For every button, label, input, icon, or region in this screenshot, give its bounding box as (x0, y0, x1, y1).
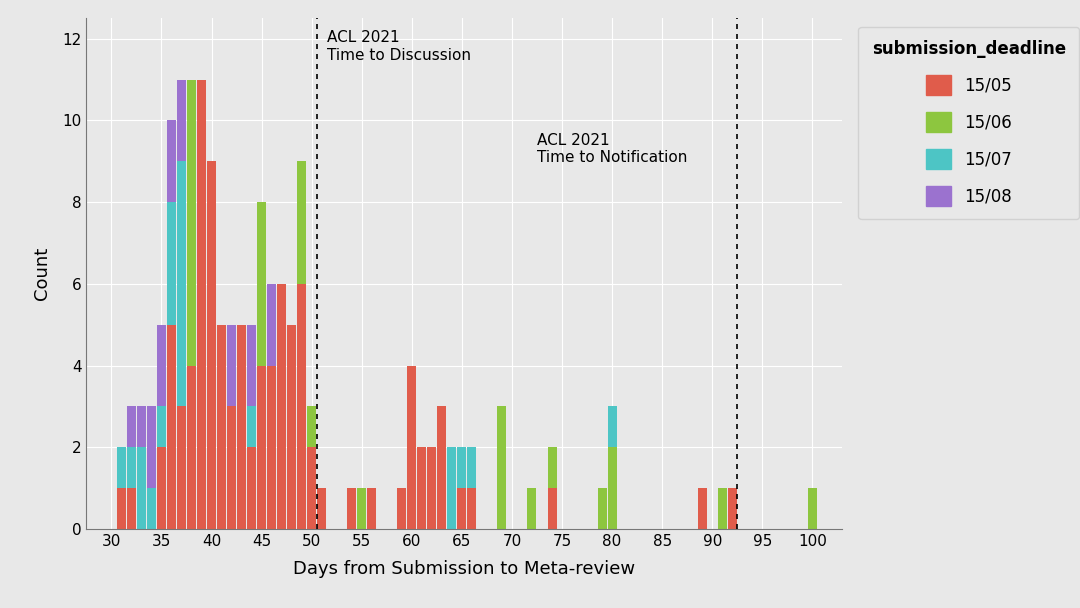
Bar (137, 447, 146, 529)
Bar (147, 406, 156, 488)
Bar (157, 447, 166, 529)
Bar (227, 325, 237, 406)
Bar (458, 447, 467, 488)
Bar (468, 447, 476, 488)
Bar (808, 488, 816, 529)
Bar (267, 284, 276, 365)
Bar (167, 120, 176, 202)
Bar (157, 325, 166, 406)
Bar (227, 406, 237, 529)
Bar (287, 325, 296, 529)
Bar (367, 488, 376, 529)
Legend: 15/05, 15/06, 15/07, 15/08: 15/05, 15/06, 15/07, 15/08 (859, 27, 1079, 219)
Bar (247, 447, 256, 529)
Bar (468, 488, 476, 529)
Bar (177, 406, 186, 529)
Bar (137, 406, 146, 447)
Bar (127, 447, 136, 488)
Bar (728, 488, 737, 529)
Bar (187, 365, 197, 529)
Text: ACL 2021
Time to Discussion: ACL 2021 Time to Discussion (327, 30, 471, 63)
Bar (207, 161, 216, 529)
Bar (127, 406, 136, 447)
Bar (187, 80, 197, 365)
Bar (608, 447, 617, 529)
Bar (157, 406, 166, 447)
Bar (608, 406, 617, 447)
Bar (307, 447, 316, 529)
Bar (177, 161, 186, 406)
Bar (278, 284, 286, 529)
Bar (527, 488, 537, 529)
Bar (247, 325, 256, 406)
Bar (407, 365, 416, 529)
Bar (357, 488, 366, 529)
Bar (458, 488, 467, 529)
Bar (348, 488, 356, 529)
Bar (197, 80, 206, 529)
Bar (447, 447, 457, 529)
Bar (417, 447, 427, 529)
X-axis label: Days from Submission to Meta-review: Days from Submission to Meta-review (294, 560, 635, 578)
Bar (297, 161, 307, 284)
Bar (238, 325, 246, 529)
Bar (548, 447, 556, 488)
Bar (147, 488, 156, 529)
Bar (117, 488, 126, 529)
Bar (597, 488, 607, 529)
Y-axis label: Count: Count (33, 247, 51, 300)
Bar (548, 488, 556, 529)
Bar (718, 488, 727, 529)
Text: ACL 2021
Time to Notification: ACL 2021 Time to Notification (537, 133, 687, 165)
Bar (117, 447, 126, 488)
Bar (167, 325, 176, 529)
Bar (127, 488, 136, 529)
Bar (177, 80, 186, 161)
Bar (498, 406, 507, 529)
Bar (297, 284, 307, 529)
Bar (428, 447, 436, 529)
Bar (267, 365, 276, 529)
Bar (217, 325, 226, 529)
Bar (318, 488, 326, 529)
Bar (167, 202, 176, 325)
Bar (698, 488, 706, 529)
Bar (257, 202, 266, 365)
Bar (257, 365, 266, 529)
Bar (397, 488, 406, 529)
Bar (247, 406, 256, 447)
Bar (307, 406, 316, 447)
Bar (437, 406, 446, 529)
